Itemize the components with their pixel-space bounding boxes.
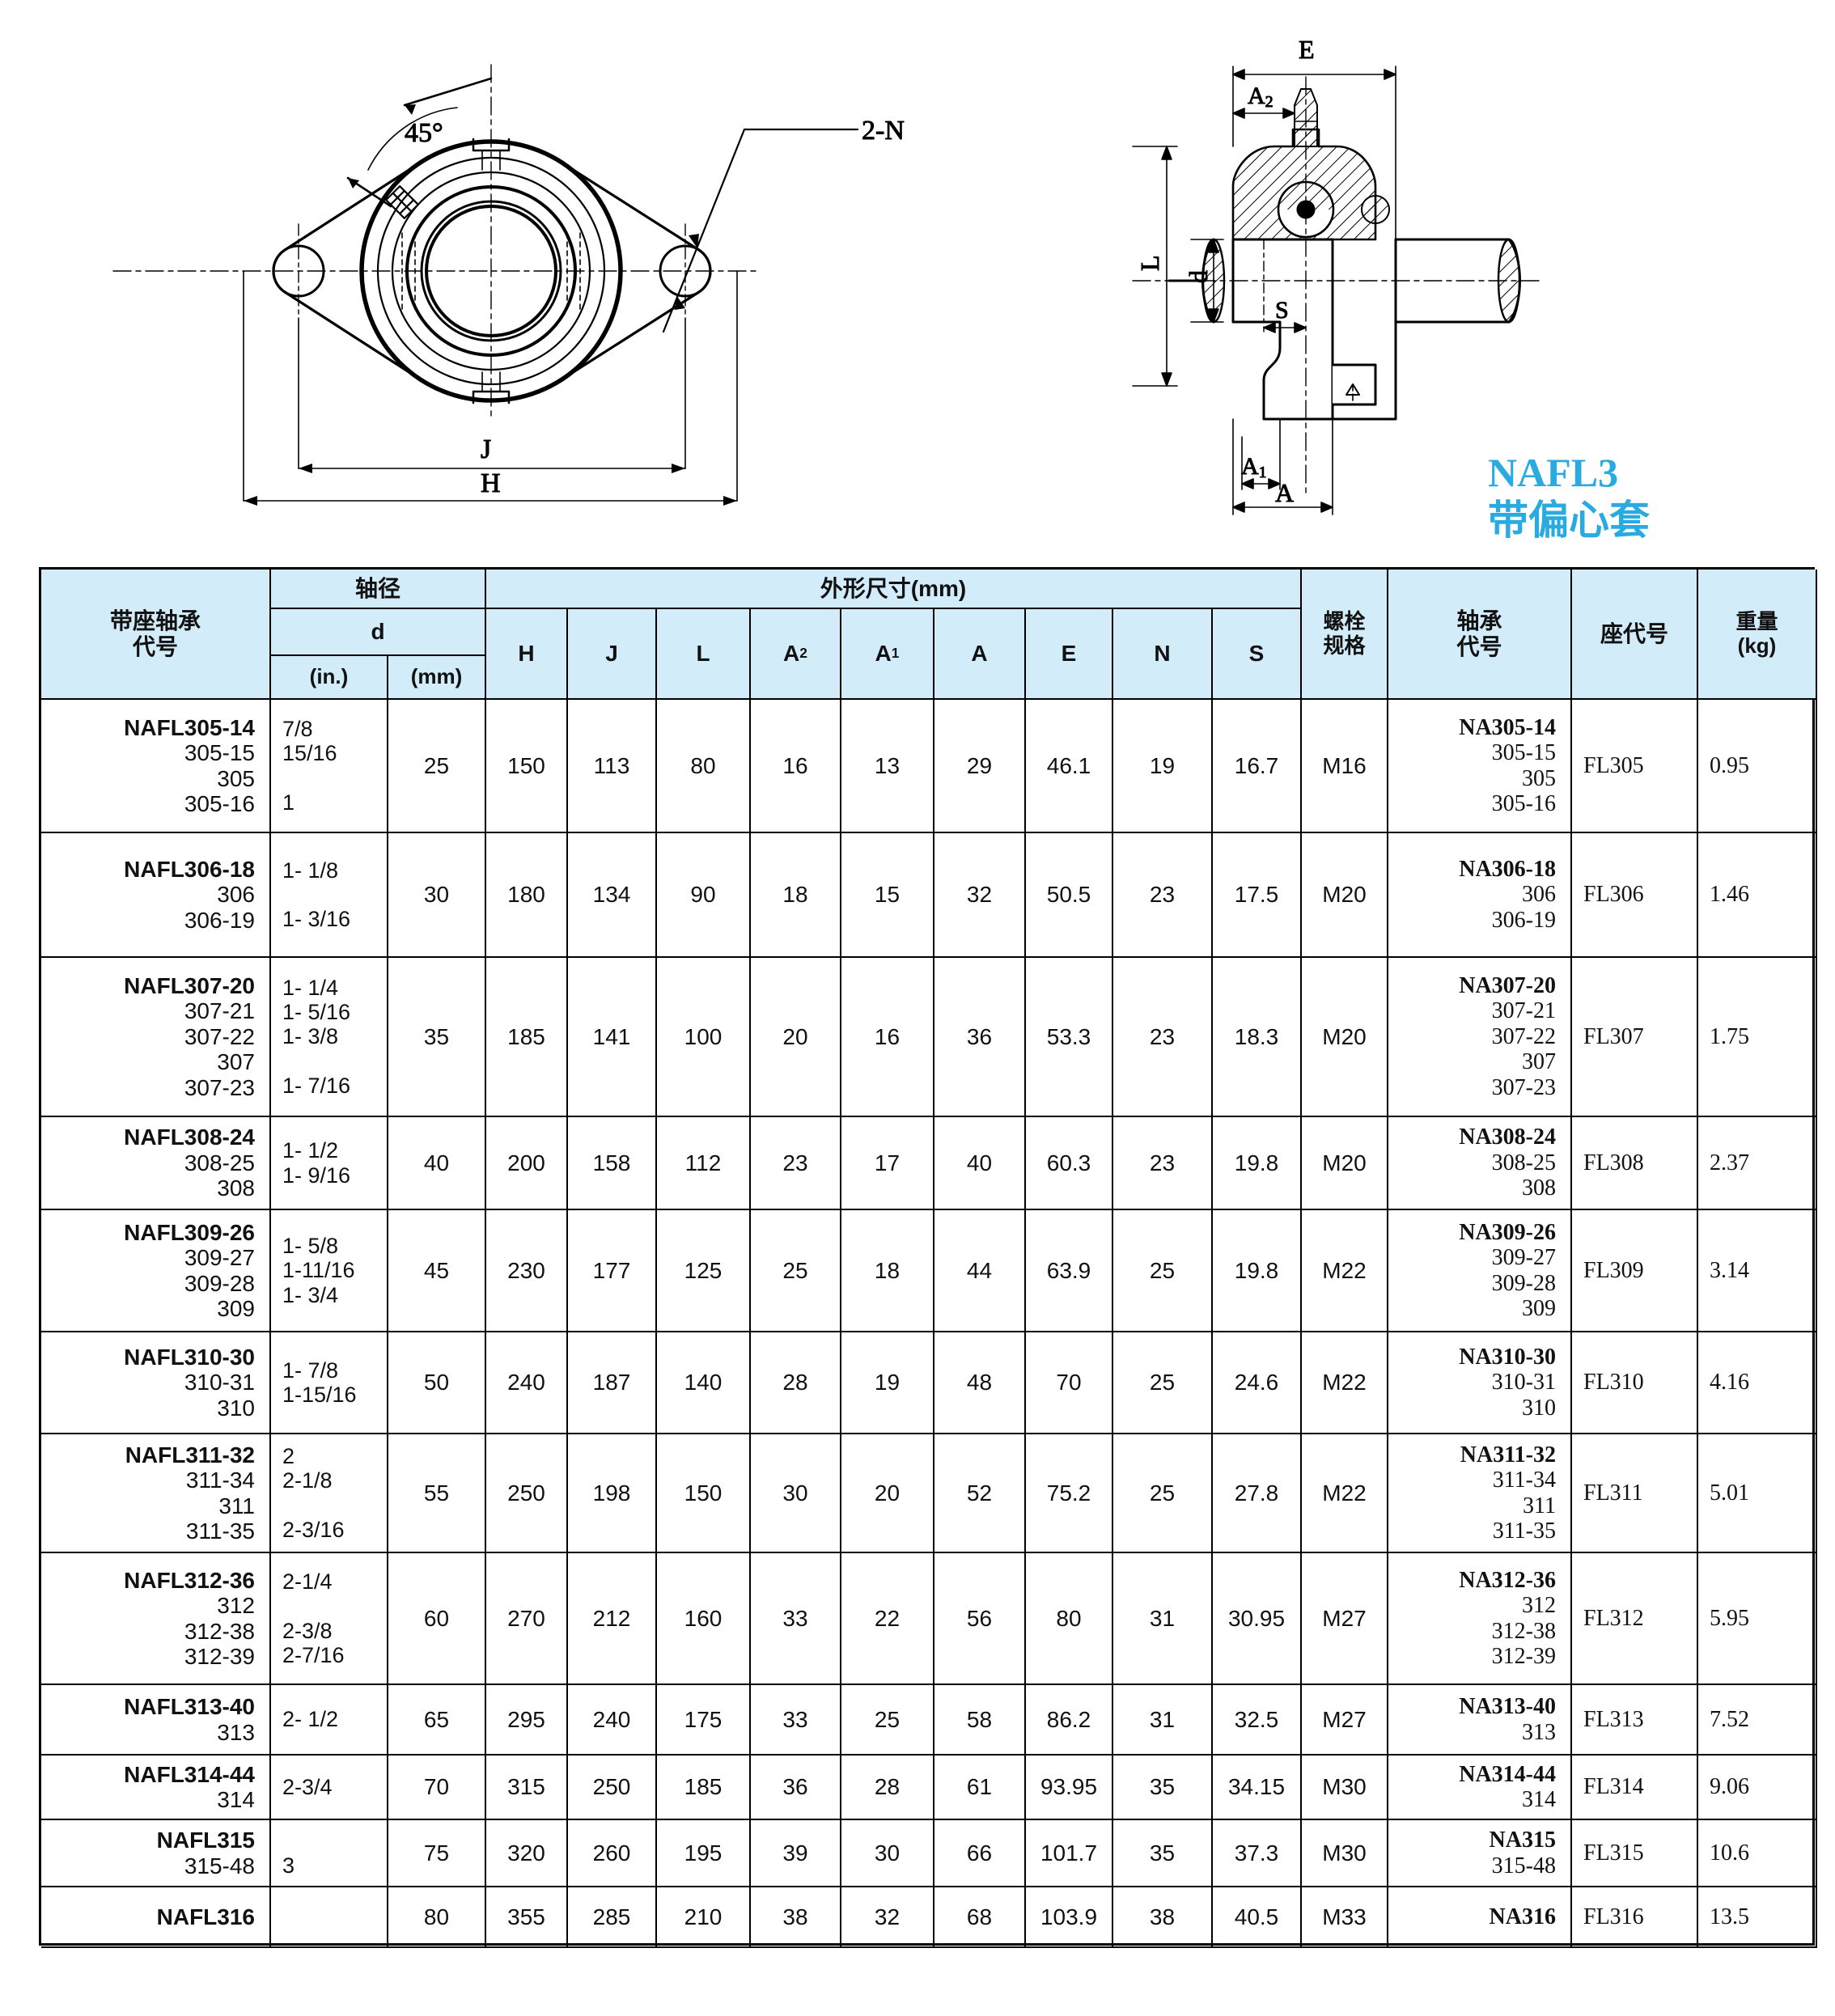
- svg-text:2-N: 2-N: [862, 116, 905, 146]
- svg-text:J: J: [481, 434, 491, 464]
- svg-text:带偏心套: 带偏心套: [1488, 498, 1650, 543]
- svg-text:S: S: [1275, 297, 1289, 324]
- svg-text:L: L: [1135, 255, 1164, 271]
- svg-text:NAFL3: NAFL3: [1488, 450, 1618, 495]
- svg-text:A: A: [1275, 478, 1294, 507]
- svg-text:E: E: [1299, 35, 1315, 64]
- svg-text:45°: 45°: [405, 118, 443, 148]
- svg-text:H: H: [481, 468, 501, 498]
- svg-text:d: d: [1184, 270, 1213, 283]
